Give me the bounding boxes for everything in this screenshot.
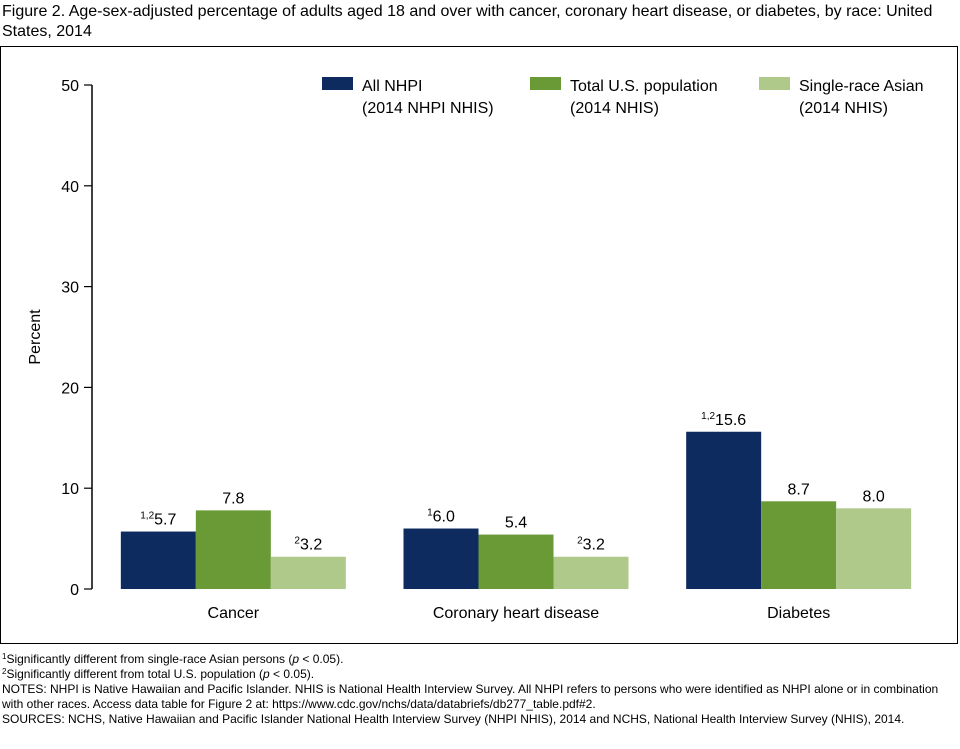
footnote-2: 2Significantly different from total U.S.…	[2, 667, 957, 682]
y-tick-label: 0	[70, 582, 79, 599]
data-label-superscript: 2	[294, 536, 300, 547]
bar	[761, 501, 837, 589]
data-label-value: 5.7	[154, 512, 176, 529]
notes-text: NOTES: NHPI is Native Hawaiian and Pacif…	[2, 682, 939, 711]
y-tick-label: 40	[61, 179, 79, 196]
bar	[120, 531, 196, 589]
footnote-1-p: p	[292, 652, 300, 666]
legend-label-line1: Single-race Asian	[799, 78, 924, 95]
data-label-value: 15.6	[715, 412, 746, 429]
data-label-superscript: 1,2	[701, 411, 715, 422]
bar	[403, 528, 479, 589]
data-label: 1,215.6	[701, 411, 746, 429]
axes: 0 10 20 30 40 50 Percent Cancer Coronary heart d…	[27, 78, 830, 622]
y-axis-title: Percent	[27, 309, 44, 365]
bar	[686, 431, 762, 589]
chart-frame	[0, 46, 958, 644]
footnotes: 1Significantly different from single-rac…	[2, 652, 957, 727]
data-label-superscript: 2	[577, 536, 583, 547]
data-label-value: 3.2	[583, 537, 605, 554]
bar	[270, 556, 346, 589]
data-label: 1,25.7	[140, 511, 176, 529]
legend-label-line2: (2014 NHIS)	[570, 100, 659, 117]
legend-swatch	[322, 77, 353, 90]
data-label: 8.7	[788, 481, 810, 498]
y-tick-label: 10	[61, 481, 79, 498]
category-label: Cancer	[208, 605, 260, 622]
legend-label-line2: (2014 NHIS)	[799, 100, 888, 117]
legend: All NHPI (2014 NHPI NHIS) Total U.S. popul…	[322, 77, 924, 117]
data-label: 8.0	[863, 488, 885, 505]
data-label: 16.0	[427, 508, 455, 526]
y-tick-label: 50	[61, 78, 79, 95]
category-label: Coronary heart disease	[433, 605, 599, 622]
legend-swatch	[759, 77, 790, 90]
y-tick-label: 30	[61, 280, 79, 297]
data-label: 7.8	[222, 490, 244, 507]
footnote-1-text-a: Significantly different from single-race…	[6, 652, 293, 666]
footnote-2-text-a: Significantly different from total U.S. …	[6, 667, 264, 681]
figure-title: Figure 2. Age-sex-adjusted percentage of…	[2, 3, 933, 40]
bars	[120, 431, 912, 589]
bar	[836, 508, 912, 589]
legend-label-line1: All NHPI	[362, 78, 422, 95]
data-label-superscript: 1,2	[140, 511, 154, 522]
footnote-1-marker: 1	[2, 652, 7, 661]
bar-chart: 0 10 20 30 40 50 Percent Cancer Coronary heart d…	[27, 77, 924, 622]
legend-label-line1: Total U.S. population	[570, 78, 718, 95]
data-label-value: 3.2	[300, 537, 322, 554]
data-labels: 1,25.77.823.216.0 5.423.21,215.68.7 8.0	[140, 411, 885, 554]
footnote-2-text-b: < 0.05).	[269, 667, 315, 681]
data-label: 5.4	[505, 515, 527, 532]
footnote-2-p: p	[263, 667, 270, 681]
category-label: Diabetes	[767, 605, 830, 622]
footnote-2-marker: 2	[2, 667, 7, 676]
legend-swatch	[530, 77, 561, 90]
data-label-value: 6.0	[433, 509, 455, 526]
sources-text: SOURCES: NCHS, Native Hawaiian and Pacif…	[2, 712, 905, 726]
bar	[553, 556, 629, 589]
legend-label-line2: (2014 NHPI NHIS)	[362, 100, 494, 117]
footnote-1: 1Significantly different from single-rac…	[2, 652, 957, 667]
bar	[478, 534, 554, 589]
bar	[195, 510, 271, 589]
y-tick-label: 20	[61, 380, 79, 397]
footnote-1-text-b: < 0.05).	[299, 652, 344, 666]
data-label: 23.2	[294, 536, 322, 554]
data-label: 23.2	[577, 536, 605, 554]
data-label-superscript: 1	[427, 508, 433, 519]
